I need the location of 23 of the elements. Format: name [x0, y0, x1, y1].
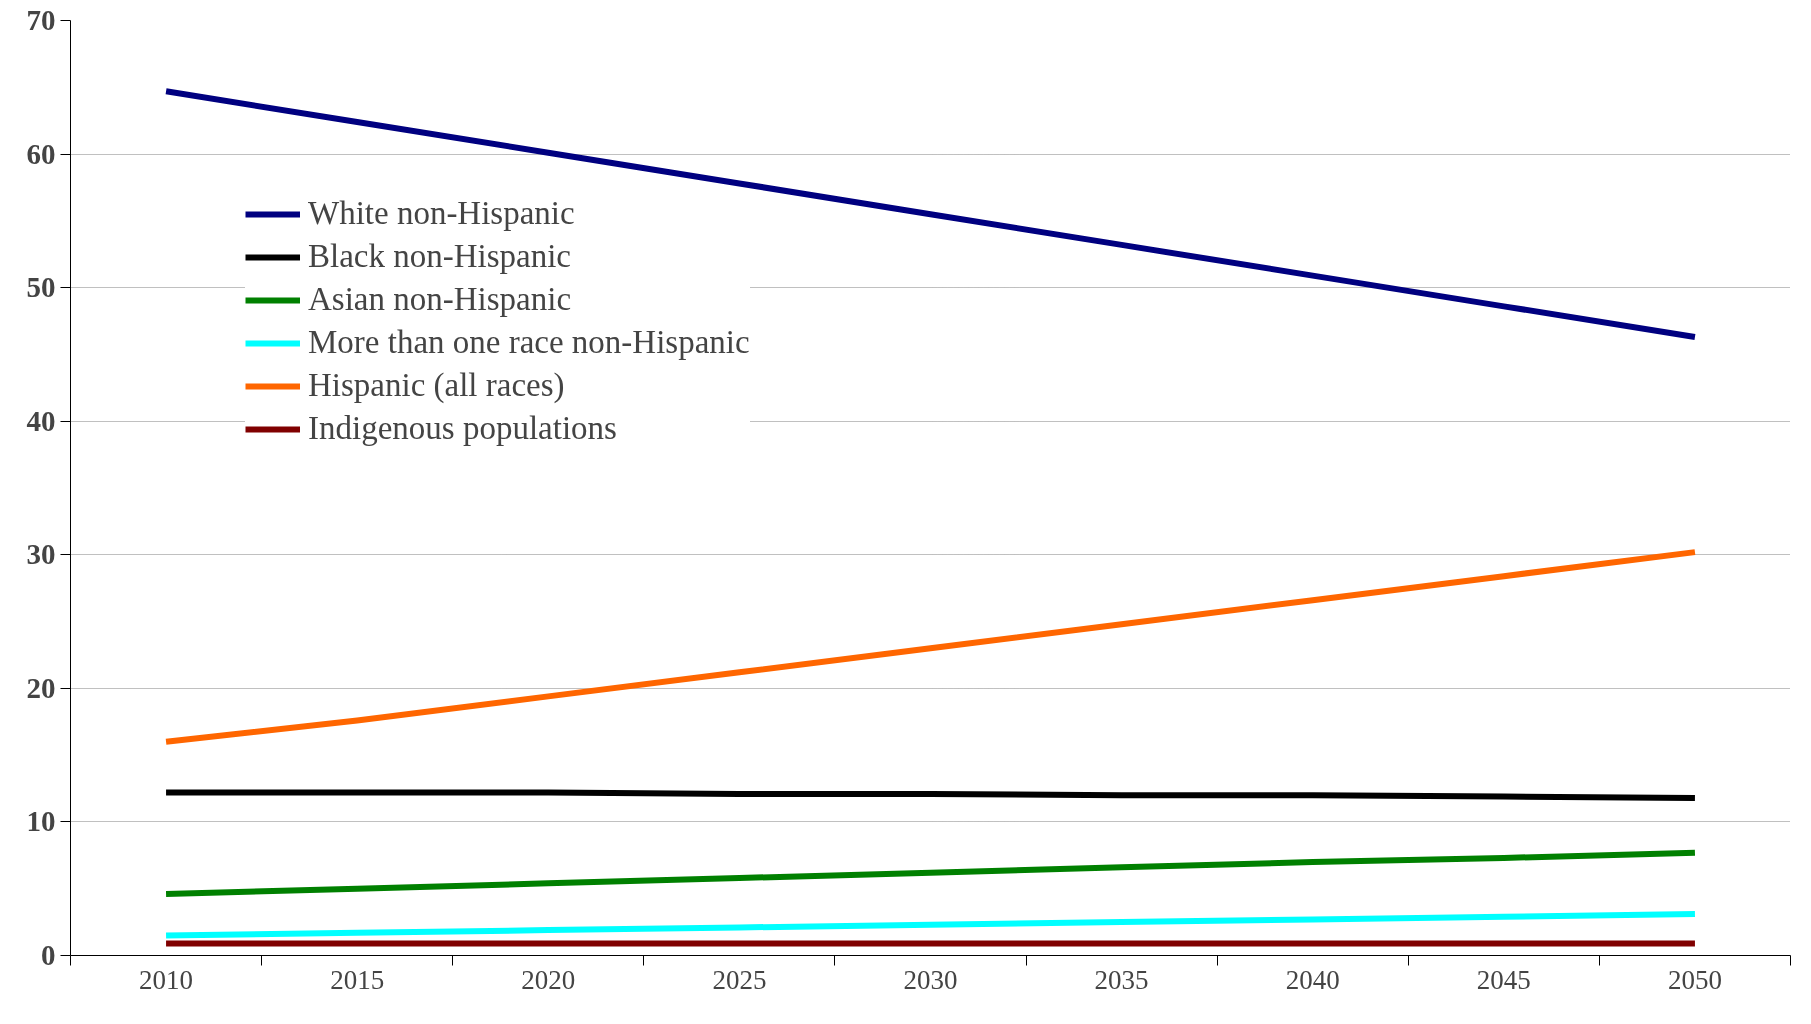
x-tick-label: 2035 — [1094, 964, 1149, 995]
legend-label: More than one race non-Hispanic — [308, 324, 750, 361]
x-tick-label: 2020 — [521, 964, 576, 995]
y-tick-label: 40 — [26, 404, 56, 437]
x-tick-label: 2040 — [1285, 964, 1340, 995]
y-tick-label: 20 — [26, 671, 56, 704]
y-tick-label: 50 — [26, 271, 56, 304]
y-tick-label: 30 — [26, 538, 56, 571]
y-tick-label: 0 — [41, 939, 56, 971]
x-tick-label: 2025 — [712, 964, 767, 995]
x-tick-label: 2045 — [1476, 964, 1531, 995]
legend-label: White non-Hispanic — [308, 195, 575, 232]
legend-label: Black non-Hispanic — [308, 238, 572, 275]
x-tick-label: 2015 — [330, 964, 385, 995]
legend-label: Asian non-Hispanic — [308, 281, 572, 318]
legend-label: Indigenous populations — [308, 410, 617, 447]
x-tick-label: 2010 — [139, 964, 194, 995]
x-tick-label: 2030 — [903, 964, 958, 995]
x-tick-label: 2050 — [1667, 964, 1722, 995]
y-tick-label: 70 — [26, 4, 56, 36]
legend-label: Hispanic (all races) — [308, 367, 565, 404]
y-tick-label: 10 — [26, 805, 56, 838]
y-tick-label: 60 — [26, 137, 56, 170]
